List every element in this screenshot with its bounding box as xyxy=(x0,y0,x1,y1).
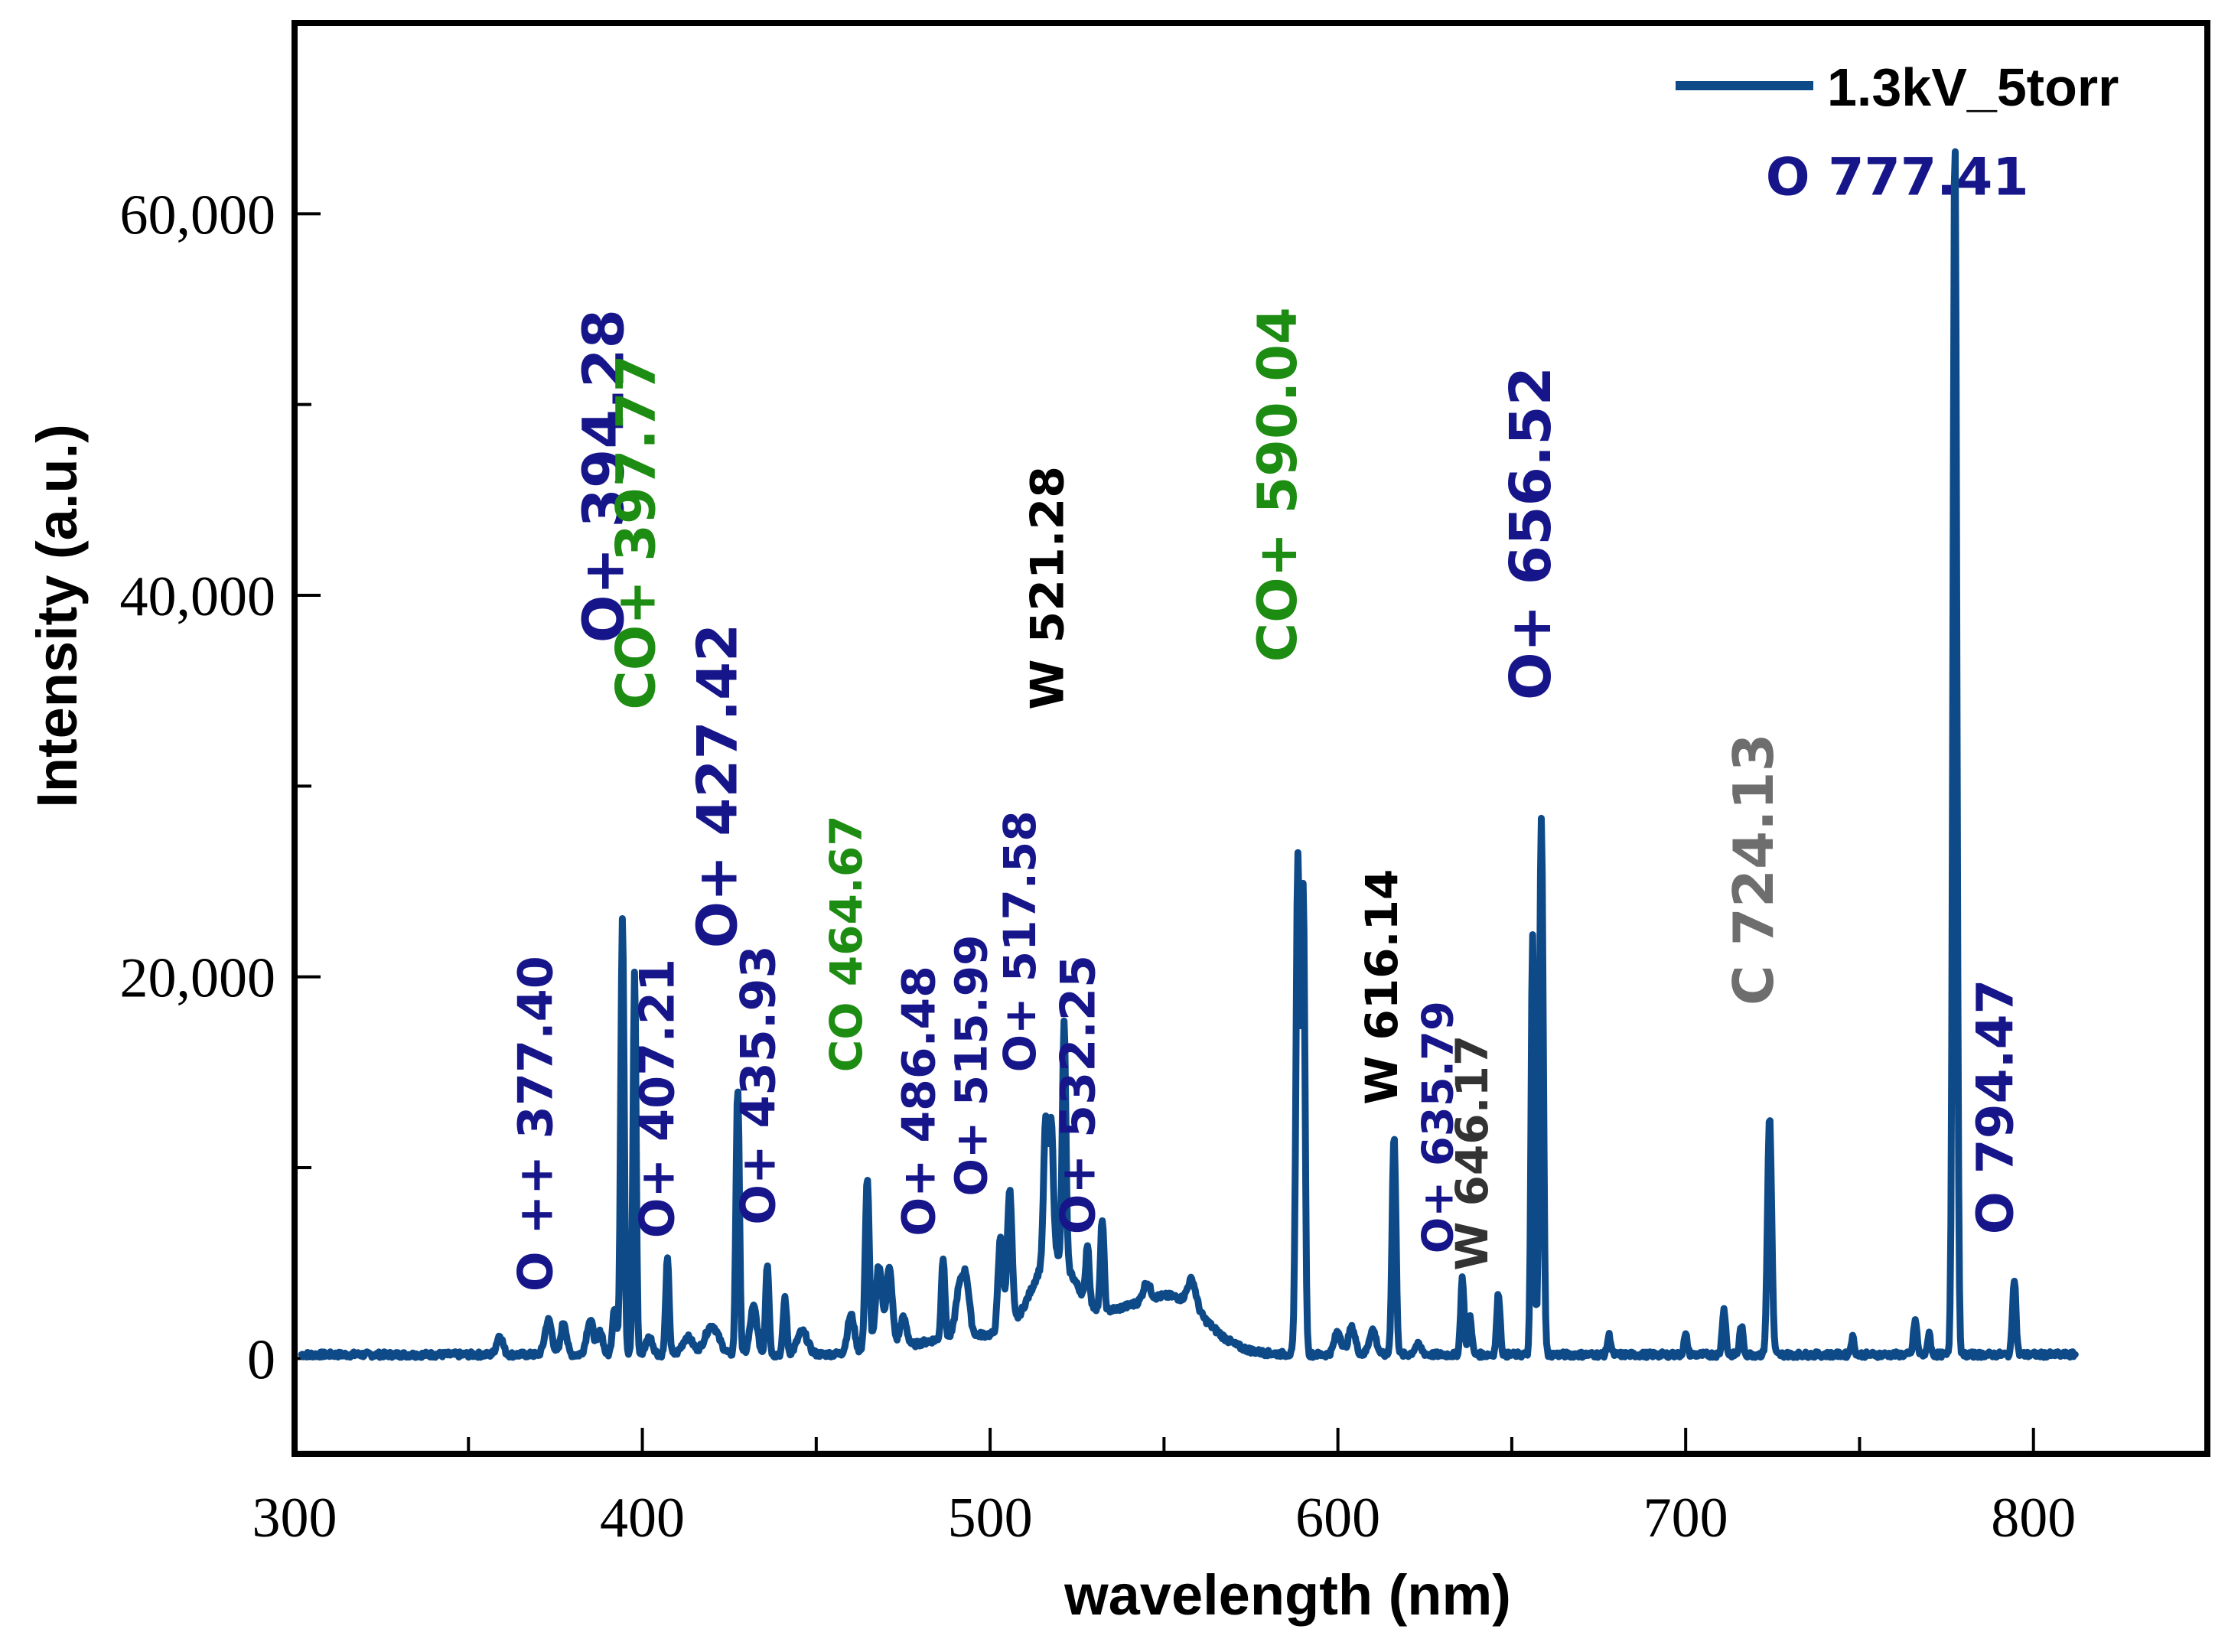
peak-label: O+ 435.93 xyxy=(730,945,786,1225)
x-tick-label: 800 xyxy=(1991,1487,2076,1549)
series-line xyxy=(298,148,2079,1361)
peak-label: O+ 517.58 xyxy=(994,810,1046,1072)
y-tick-label: 20,000 xyxy=(120,947,276,1010)
peak-label: W 616.14 xyxy=(1356,869,1408,1105)
x-tick-label: 600 xyxy=(1295,1487,1380,1549)
peak-label: O ++ 377.40 xyxy=(507,956,563,1292)
legend-label: 1.3kV_5torr xyxy=(1827,57,2119,117)
y-axis-title: Intensity (a.u.) xyxy=(25,424,89,808)
peak-label: CO+ 590.04 xyxy=(1246,307,1309,662)
peak-label: W 646.17 xyxy=(1446,1035,1498,1271)
y-tick-label: 60,000 xyxy=(120,184,276,246)
y-tick-label: 40,000 xyxy=(120,565,276,628)
peak-label: CO+ 397.77 xyxy=(605,355,668,710)
peak-label: O+ 515.99 xyxy=(946,934,998,1196)
peak-label: W 521.28 xyxy=(1021,466,1075,710)
peak-label: O+ 407.21 xyxy=(630,959,686,1239)
x-tick-label: 500 xyxy=(948,1487,1033,1549)
peak-label: O+ 486.48 xyxy=(892,966,946,1237)
peak-label: O+ 656.52 xyxy=(1498,367,1564,700)
peak-label: O+ 532.25 xyxy=(1050,955,1106,1235)
legend: 1.3kV_5torr xyxy=(1676,57,2119,117)
x-tick-label: 700 xyxy=(1643,1487,1728,1549)
peak-label: O 777.41 xyxy=(1766,147,2029,207)
axis-ticks: 300 400 500 600 700 800 0 20,000 40,000 60,000 xyxy=(120,184,2077,1549)
peak-label: O+ 394.28 xyxy=(572,309,637,643)
x-tick-label: 300 xyxy=(252,1487,337,1549)
peak-label: O 794.47 xyxy=(1966,979,2025,1235)
x-axis-title: wavelength (nm) xyxy=(1064,1563,1511,1627)
series-layer xyxy=(298,148,2079,1361)
peak-label: CO 464.67 xyxy=(820,815,872,1072)
peak-label: O+ 427.42 xyxy=(685,624,749,948)
y-tick-label: 0 xyxy=(247,1328,275,1391)
peak-label: O+ 635.79 xyxy=(1414,1001,1464,1253)
plot-frame xyxy=(292,20,2210,1457)
peak-label: C 724.13 xyxy=(1721,733,1786,1005)
x-tick-label: 400 xyxy=(600,1487,685,1549)
